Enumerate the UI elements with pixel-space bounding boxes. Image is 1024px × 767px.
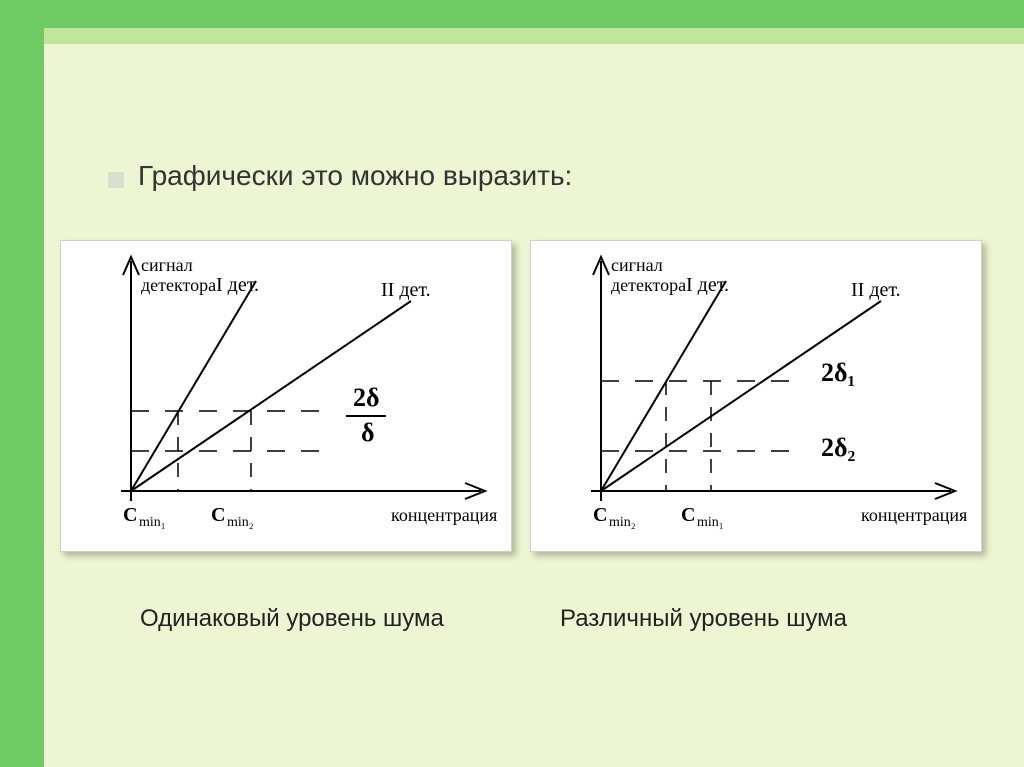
line-2: [601, 301, 881, 491]
delta-bot: 2δ₂: [821, 433, 855, 462]
heading-text: Графически это можно выразить:: [138, 160, 572, 192]
delta-bot: δ: [361, 418, 375, 447]
chart-right-panel: сигнал детектора I дет. II дет. 2δ₁ 2δ₂ …: [530, 240, 982, 552]
x-tick-1-sub: min₂: [609, 515, 636, 530]
frame-left: [0, 0, 44, 767]
caption-right: Различный уровень шума: [560, 605, 847, 633]
line-1-label: I дет.: [686, 274, 729, 296]
delta-top: 2δ: [353, 383, 380, 412]
y-label-line2: детектора: [141, 275, 216, 295]
x-label: концентрация: [391, 505, 497, 525]
line-1: [131, 281, 256, 491]
x-tick-2: C: [681, 504, 695, 526]
line-1: [601, 281, 726, 491]
delta-top: 2δ₁: [821, 358, 855, 387]
line-1-label: I дет.: [216, 274, 259, 296]
y-label-line1: сигнал: [611, 255, 663, 275]
y-label-line1: сигнал: [141, 255, 193, 275]
bullet-icon: [108, 172, 124, 188]
y-label-line2: детектора: [611, 275, 686, 295]
x-label: концентрация: [861, 505, 967, 525]
chart-left-panel: сигнал детектора I дет. II дет. 2δ δ C m…: [60, 240, 512, 552]
x-tick-2-sub: min₁: [697, 515, 724, 530]
x-tick-1-sub: min₁: [139, 515, 166, 530]
chart-right-svg: сигнал детектора I дет. II дет. 2δ₁ 2δ₂ …: [531, 241, 981, 551]
chart-left-svg: сигнал детектора I дет. II дет. 2δ δ C m…: [61, 241, 511, 551]
line-2-label: II дет.: [381, 279, 431, 301]
x-tick-1: C: [593, 504, 607, 526]
x-tick-1: C: [123, 504, 137, 526]
slide: Графически это можно выразить: сигнал де…: [0, 0, 1024, 767]
caption-left: Одинаковый уровень шума: [140, 605, 444, 633]
x-tick-2: C: [211, 504, 225, 526]
x-tick-2-sub: min₂: [227, 515, 254, 530]
line-2-label: II дет.: [851, 279, 901, 301]
frame-top-inner: [44, 28, 1024, 44]
